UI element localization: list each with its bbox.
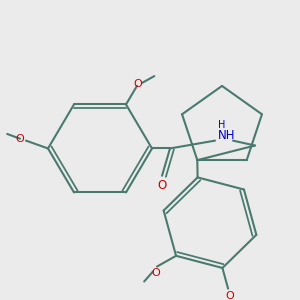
Text: O: O — [158, 179, 166, 192]
Text: NH: NH — [218, 129, 236, 142]
Text: O: O — [152, 268, 160, 278]
Text: O: O — [134, 79, 142, 89]
Text: O: O — [226, 290, 235, 300]
Text: O: O — [15, 134, 24, 144]
Text: H: H — [218, 120, 225, 130]
